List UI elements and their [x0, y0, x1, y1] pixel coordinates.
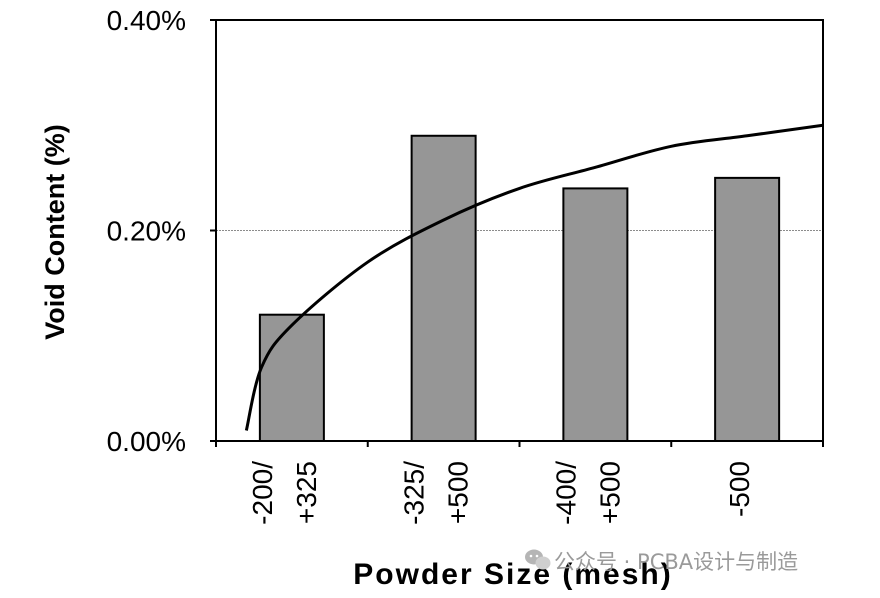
x-tick-label: -325/ [399, 461, 430, 525]
bar [562, 187, 629, 442]
wechat-icon [525, 549, 551, 570]
x-tick-label: -400/ [550, 461, 581, 525]
x-axis-labels: -200/ +325 -325/ +500 -400/ +500 -500 [247, 461, 755, 525]
y-tick-label: 0.20% [107, 216, 186, 247]
bar [714, 176, 781, 442]
watermark-text: 公众号 · PCBA设计与制造 [554, 550, 798, 574]
x-tick-label: +500 [443, 461, 474, 524]
y-axis: 0.00% 0.20% 0.40% [107, 5, 216, 457]
bar [410, 134, 477, 442]
trendline [244, 123, 824, 431]
watermark: 公众号 · PCBA设计与制造 [525, 549, 798, 574]
bars [258, 134, 781, 443]
y-tick-label: 0.40% [107, 5, 186, 36]
y-axis-title: Void Content (%) [40, 124, 70, 339]
x-tick-label: -200/ [247, 461, 278, 525]
x-axis-title: Powder Size (mesh) [353, 558, 672, 591]
bar [258, 313, 325, 443]
x-tick-label: +325 [291, 461, 322, 524]
y-tick-label: 0.00% [107, 426, 186, 457]
x-tick-label: +500 [594, 461, 625, 524]
x-tick-label: -500 [724, 461, 755, 517]
